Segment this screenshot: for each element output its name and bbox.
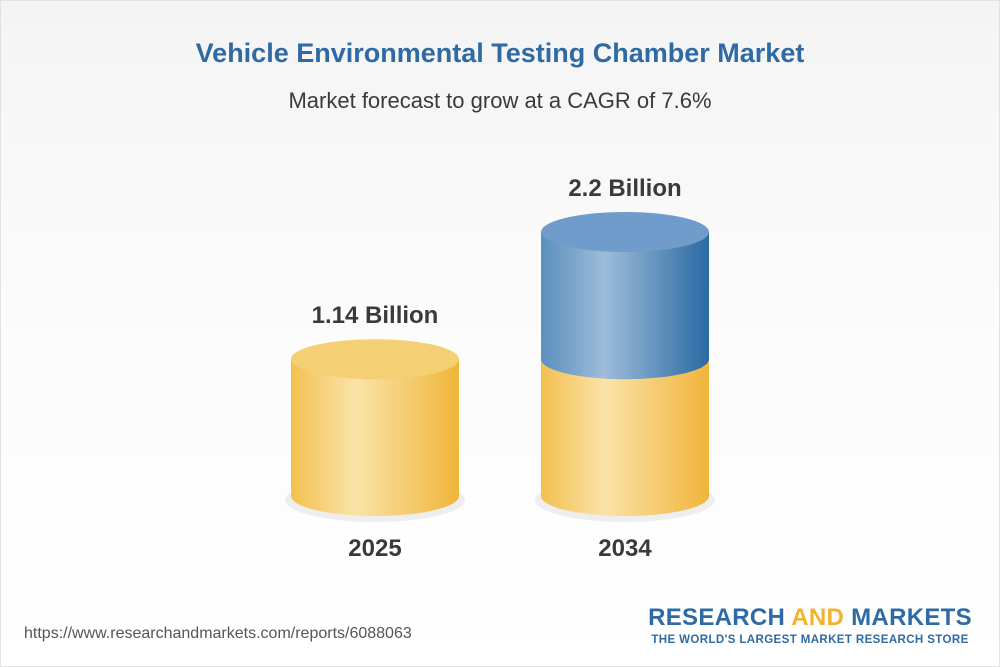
bar-2034-growth-body (541, 232, 709, 380)
bar-2034-base-body (541, 359, 709, 516)
category-label-2034: 2034 (598, 535, 652, 562)
bar-2025-base-top (291, 339, 459, 380)
bar-2025-base-body (291, 359, 459, 516)
bar-2034-growth-top (541, 212, 709, 252)
logo-word-and: AND (791, 604, 845, 631)
category-label-2025: 2025 (348, 535, 401, 562)
chart-subtitle: Market forecast to grow at a CAGR of 7.6… (288, 88, 712, 113)
brand-logo: RESEARCH AND MARKETS THE WORLD'S LARGEST… (640, 604, 980, 646)
chart-title: Vehicle Environmental Testing Chamber Ma… (195, 38, 805, 68)
value-label-2025: 1.14 Billion (312, 302, 439, 329)
logo-word-research: RESEARCH (648, 604, 786, 631)
logo-tagline: THE WORLD'S LARGEST MARKET RESEARCH STOR… (651, 634, 969, 646)
value-label-2034: 2.2 Billion (568, 175, 681, 202)
logo-word-markets: MARKETS (851, 604, 972, 631)
source-url: https://www.researchandmarkets.com/repor… (24, 625, 412, 642)
